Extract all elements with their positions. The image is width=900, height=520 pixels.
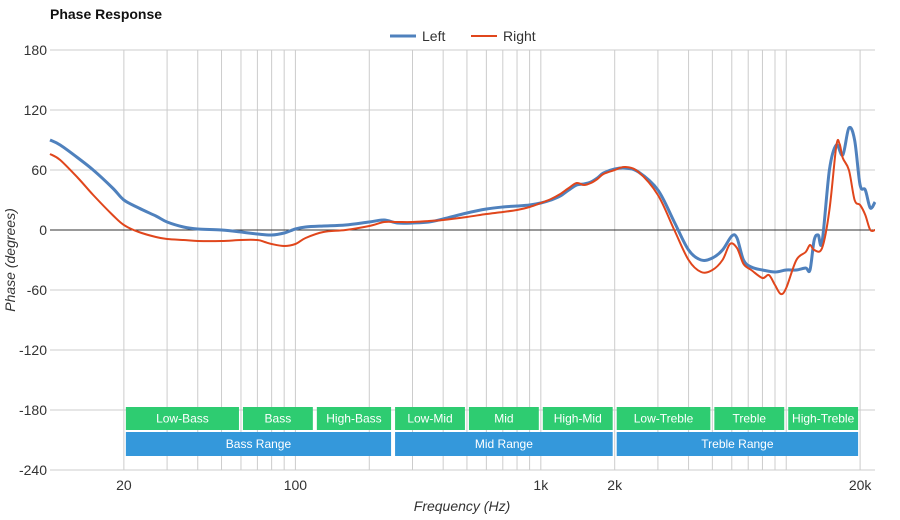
sub-range-band-label: Low-Treble [634,412,694,426]
legend[interactable]: Left Right [390,28,536,44]
x-axis-ticks: 20 100 1k 2k 20k [116,477,872,493]
sub-range-band [242,407,313,430]
sub-range-band [542,407,613,430]
y-tick-label: 120 [24,102,48,118]
sub-range-band-label: Mid [494,412,513,426]
sub-range-band [714,407,785,430]
sub-range-band-label: High-Mid [554,412,602,426]
y-tick-label: -60 [27,282,47,298]
series-line-right [49,139,876,296]
sub-range-band [616,407,711,430]
range-band [125,432,392,456]
y-tick-label: 0 [39,222,47,238]
range-band [616,432,859,456]
series-lines [49,125,877,296]
sub-range-band [468,407,539,430]
range-band [395,432,613,456]
x-tick-label: 20k [849,477,873,493]
sub-range-band [316,407,392,430]
range-band-label: Bass Range [226,437,292,451]
x-tick-label: 20 [116,477,132,493]
legend-left-label: Left [422,28,445,44]
sub-range-band [125,407,239,430]
y-tick-label: -240 [19,462,47,478]
x-tick-label: 2k [607,477,623,493]
chart-title: Phase Response [50,6,162,22]
sub-range-band-label: Treble [733,412,767,426]
y-tick-label: -180 [19,402,47,418]
y-tick-label: 180 [24,42,48,58]
sub-range-band-label: Bass [265,412,292,426]
series-line-left [49,125,877,274]
range-band-label: Treble Range [701,437,774,451]
x-tick-label: 100 [284,477,308,493]
sub-range-band-label: High-Treble [792,412,855,426]
range-band-label: Mid Range [475,437,533,451]
y-axis-ticks: 180 120 60 0 -60 -120 -180 -240 [19,42,47,478]
sub-range-band-label: Low-Bass [156,412,209,426]
sub-range-band-label: Low-Mid [407,412,452,426]
y-tick-label: -120 [19,342,47,358]
frequency-bands: Low-Bass Bass High-Bass Low-Mid Mid High-Mid L… [125,407,859,456]
legend-right-label: Right [503,28,536,44]
y-axis-title: Phase (degrees) [2,208,18,312]
sub-range-band-label: High-Bass [326,412,381,426]
y-tick-label: 60 [31,162,47,178]
x-axis-title: Frequency (Hz) [414,498,510,514]
x-tick-label: 1k [533,477,549,493]
sub-range-band [395,407,465,430]
sub-range-band [788,407,859,430]
